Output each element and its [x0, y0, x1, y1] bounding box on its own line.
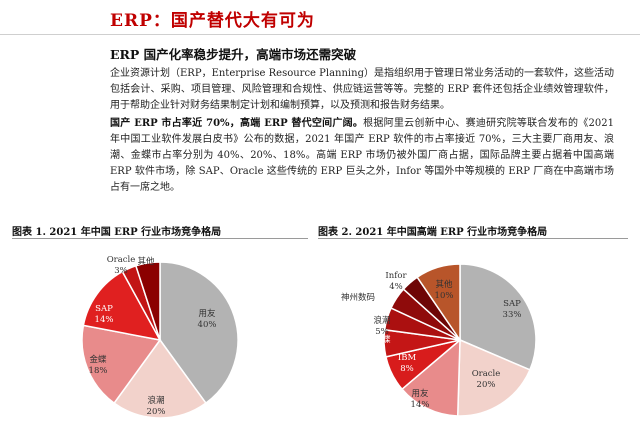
chart2-slice-2	[400, 338, 461, 417]
title-divider	[0, 34, 640, 35]
chart1-title-rule	[12, 238, 308, 239]
chart2-slice-8	[416, 263, 461, 343]
chart1-slice-name-0: 用友	[198, 308, 216, 319]
paragraph-lead: 国产 ERP 市占率近 70%，高端 ERP 替代空间广阔。	[110, 118, 364, 129]
chart2-slice-name-0: SAP	[503, 299, 521, 309]
chart1-slice-1	[113, 338, 207, 419]
chart2-title: 图表 2. 2021 年中国高端 ERP 行业市场竞争格局	[318, 227, 548, 238]
paragraph-intro: 企业资源计划（ERP，Enterprise Resource Planning）…	[110, 68, 614, 111]
chart2-slice-value-3: 8%	[400, 364, 414, 374]
chart1-slice-value-3: 14%	[95, 315, 114, 325]
chart2-slice-name-3: IBM	[398, 353, 417, 363]
chart2-title-rule	[318, 238, 628, 239]
chart1-slice-0	[159, 261, 239, 405]
chart2-slice-value-7: 4%	[389, 282, 403, 292]
chart2-slice-name-2: 用友	[411, 388, 429, 399]
chart1-slice-name-1: 浪潮	[147, 395, 164, 406]
chart2-slice-name-1: Oracle	[472, 369, 501, 379]
chart2-slice-0	[459, 263, 537, 371]
chart2-slice-value-1: 20%	[477, 380, 496, 390]
chart2-slice-name-7: Infor	[385, 271, 407, 281]
chart1-slice-name-2: 金蝶	[89, 354, 107, 365]
chart2-slice-1	[456, 338, 531, 417]
chart1-slice-name-3: SAP	[95, 304, 113, 314]
chart1-slice-value-2: 18%	[89, 366, 108, 376]
chart2-slice-value-5: 5%	[375, 327, 389, 337]
chart2-slice-value-8: 10%	[435, 291, 454, 301]
chart1-slice-name-4: Oracle	[107, 255, 136, 265]
chart1-slice-2	[81, 324, 162, 405]
chart1-slice-5	[134, 261, 161, 341]
section-subhead: ERP 国产化率稳步提升，高端市场还需突破	[110, 47, 357, 62]
chart2-slice-value-0: 33%	[503, 310, 522, 320]
paragraph-market-share: 国产 ERP 市占率近 70%，高端 ERP 替代空间广阔。根据阿里云创新中心、…	[110, 116, 614, 196]
page-title: ERP：国产替代大有可为	[110, 11, 315, 31]
chart2-slice-name-6: 神州数码	[341, 292, 375, 303]
chart1-slice-value-4: 3%	[114, 266, 128, 276]
chart1-title: 图表 1. 2021 年中国 ERP 行业市场竞争格局	[12, 227, 222, 238]
chart2-slice-value-2: 14%	[411, 400, 430, 410]
chart2-slice-name-4: 金蝶	[373, 334, 391, 345]
chart1-slice-value-1: 20%	[147, 407, 166, 417]
chart2-slice-name-8: 其他	[435, 279, 453, 290]
chart1-slice-3	[82, 270, 162, 342]
chart1-slice-name-5: 其他	[137, 256, 155, 267]
paragraph-body: 根据阿里云创新中心、赛迪研究院等联合发布的《2021 年中国工业软件发展白皮书》…	[110, 118, 614, 193]
chart1-slice-value-0: 40%	[198, 320, 217, 330]
chart2-slice-name-5: 浪潮	[373, 315, 390, 326]
